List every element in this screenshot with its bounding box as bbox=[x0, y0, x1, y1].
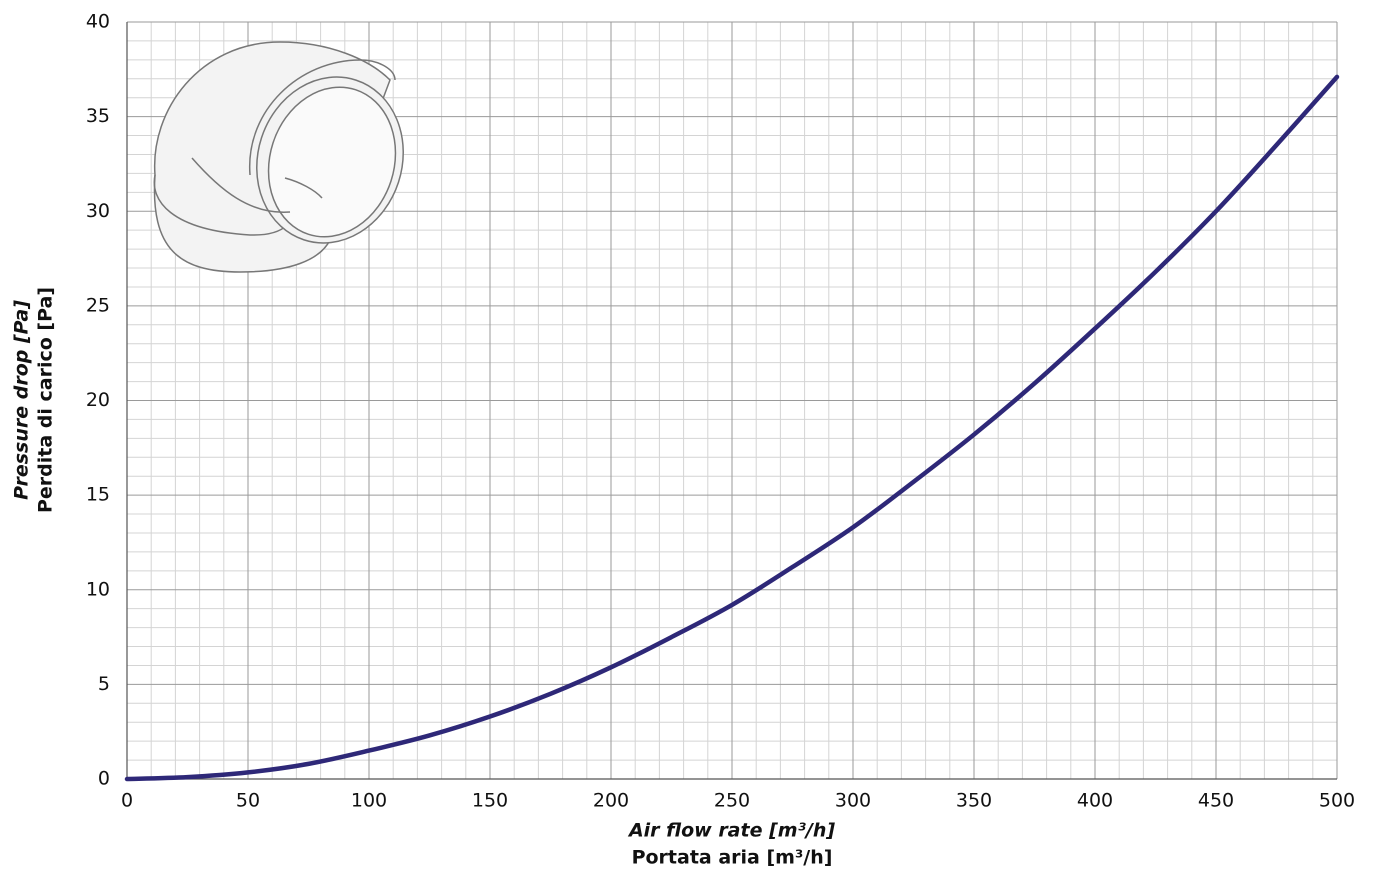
x-axis-label: Portata aria [m³/h] bbox=[632, 847, 833, 869]
x-tick-label: 0 bbox=[121, 790, 133, 812]
y-tick-label: 35 bbox=[86, 105, 110, 127]
x-tick-label: 200 bbox=[593, 790, 629, 812]
y-axis-label: Perdita di carico [Pa] bbox=[35, 287, 57, 513]
x-tick-label: 100 bbox=[351, 790, 387, 812]
x-tick-label: 50 bbox=[236, 790, 260, 812]
plot-area bbox=[124, 22, 1340, 782]
y-tick-label: 0 bbox=[98, 768, 110, 790]
x-axis-label: Air flow rate [m³/h] bbox=[627, 820, 835, 842]
y-tick-label: 25 bbox=[86, 294, 110, 316]
x-tick-label: 500 bbox=[1319, 790, 1355, 812]
elbow-illustration bbox=[153, 41, 404, 273]
y-axis-label: Pressure drop [Pa] bbox=[11, 300, 33, 500]
y-tick-label: 5 bbox=[98, 673, 110, 695]
x-tick-label: 450 bbox=[1198, 790, 1234, 812]
series-line bbox=[124, 74, 1340, 782]
y-tick-label: 30 bbox=[86, 200, 110, 222]
y-tick-label: 10 bbox=[86, 578, 110, 600]
y-tick-label: 20 bbox=[86, 389, 110, 411]
x-tick-label: 250 bbox=[714, 790, 750, 812]
y-tick-label: 15 bbox=[86, 484, 110, 506]
x-tick-label: 400 bbox=[1077, 790, 1113, 812]
x-tick-label: 300 bbox=[835, 790, 871, 812]
x-tick-label: 350 bbox=[956, 790, 992, 812]
x-tick-label: 150 bbox=[472, 790, 508, 812]
y-tick-label: 40 bbox=[86, 11, 110, 33]
